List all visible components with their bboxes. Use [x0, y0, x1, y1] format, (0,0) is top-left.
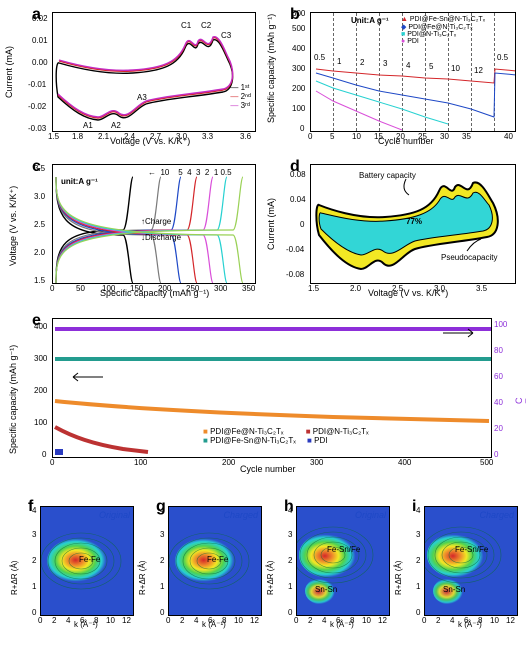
ylabel-a: Current (mA)	[4, 46, 14, 98]
peak-a3: A3	[137, 93, 147, 102]
legend-e-1: ■ PDI@Fe@N-Ti₃C₂Tₓ	[203, 427, 283, 436]
plot-c: unit:A g⁻¹ ← 10 5 4 3 2 1 0.5 ↑Charge ↓D…	[52, 164, 256, 284]
xlabel-e: Cycle number	[240, 464, 296, 474]
peak-c2: C2	[201, 21, 211, 30]
ylabel-c: Voltage (V vs. K/K⁺)	[8, 186, 19, 266]
wavelet-g: Charged Fe-Fe	[168, 506, 262, 616]
wavelet-i: Charged Fe-Sn/Fe Sn-Sn	[424, 506, 518, 616]
peak-c3: C3	[221, 31, 231, 40]
peak-a1: A1	[83, 121, 93, 130]
legend-e-2: ■ PDI@N-Ti₃C₂Tₓ	[306, 427, 369, 436]
plot-b: Unit:A g⁻¹ 0.51234510120.5 ▲ PDI@Fe-Sn@N…	[310, 12, 516, 132]
unit-b: Unit:A g⁻¹	[351, 16, 389, 25]
wavelet-h: Original Fe-Sn/Fe Sn-Sn	[296, 506, 390, 616]
ylabel-e-right: C E (%)	[514, 390, 526, 404]
legend-e-3: ■ PDI@Fe-Sn@N-Ti₃C₂Tₓ	[203, 436, 296, 445]
plot-d: Battery capacity Pseudocapacity 77%	[310, 164, 516, 284]
ylabel-e: Specific capacity (mAh g⁻¹)	[8, 345, 19, 454]
legend-b-4: ● PDI	[401, 38, 485, 45]
unit-c: unit:A g⁻¹	[61, 177, 98, 186]
legend-a-1: — 1ˢᵗ	[230, 83, 251, 92]
plot-a: C1 C2 C3 A1 A2 A3 — 1ˢᵗ — 2ⁿᵈ — 3ʳᵈ	[52, 12, 256, 132]
legend-a-3: — 3ʳᵈ	[230, 101, 251, 110]
wavelet-f: Original Fe-Fe	[40, 506, 134, 616]
peak-c1: C1	[181, 21, 191, 30]
ylabel-b: Specific capacity (mAh g⁻¹)	[266, 14, 277, 123]
plot-e: ■ PDI@Fe@N-Ti₃C₂Tₓ ■ PDI@N-Ti₃C₂Tₓ ■ PDI…	[52, 318, 492, 458]
legend-a-2: — 2ⁿᵈ	[230, 92, 251, 101]
legend-e-4: ■ PDI	[307, 436, 327, 445]
peak-a2: A2	[111, 121, 121, 130]
legend-b-3: ■ PDI@N-Ti₃C₂Tₓ	[401, 31, 485, 38]
ylabel-d: Current (mA)	[266, 198, 276, 250]
legend-b-1: ▲ PDI@Fe-Sn@N-Ti₃C₂Tₓ	[401, 16, 485, 23]
legend-b-2: ◆ PDI@Fe@N-Ti₃C₂Tₓ	[401, 23, 485, 31]
